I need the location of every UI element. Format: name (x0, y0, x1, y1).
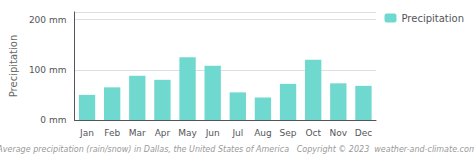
svg-text:Jan: Jan (79, 128, 94, 138)
svg-text:Nov: Nov (330, 128, 348, 138)
svg-text:0 mm: 0 mm (40, 115, 66, 125)
svg-text:Mar: Mar (129, 128, 146, 138)
svg-text:Aug: Aug (254, 128, 272, 138)
svg-text:Average precipitation (rain/sn: Average precipitation (rain/snow) in Dal… (0, 145, 474, 154)
svg-text:Feb: Feb (104, 128, 120, 138)
svg-text:Sep: Sep (280, 128, 297, 138)
svg-text:Dec: Dec (355, 128, 372, 138)
svg-text:Apr: Apr (155, 128, 171, 138)
svg-text:Oct: Oct (305, 128, 321, 138)
svg-text:Jun: Jun (205, 128, 220, 138)
svg-text:Jul: Jul (231, 128, 243, 138)
svg-text:200 mm: 200 mm (29, 15, 67, 25)
svg-text:Precipitation: Precipitation (8, 35, 19, 98)
svg-text:100 mm: 100 mm (29, 65, 67, 75)
svg-text:May: May (178, 128, 197, 138)
svg-text:Precipitation: Precipitation (401, 13, 464, 24)
